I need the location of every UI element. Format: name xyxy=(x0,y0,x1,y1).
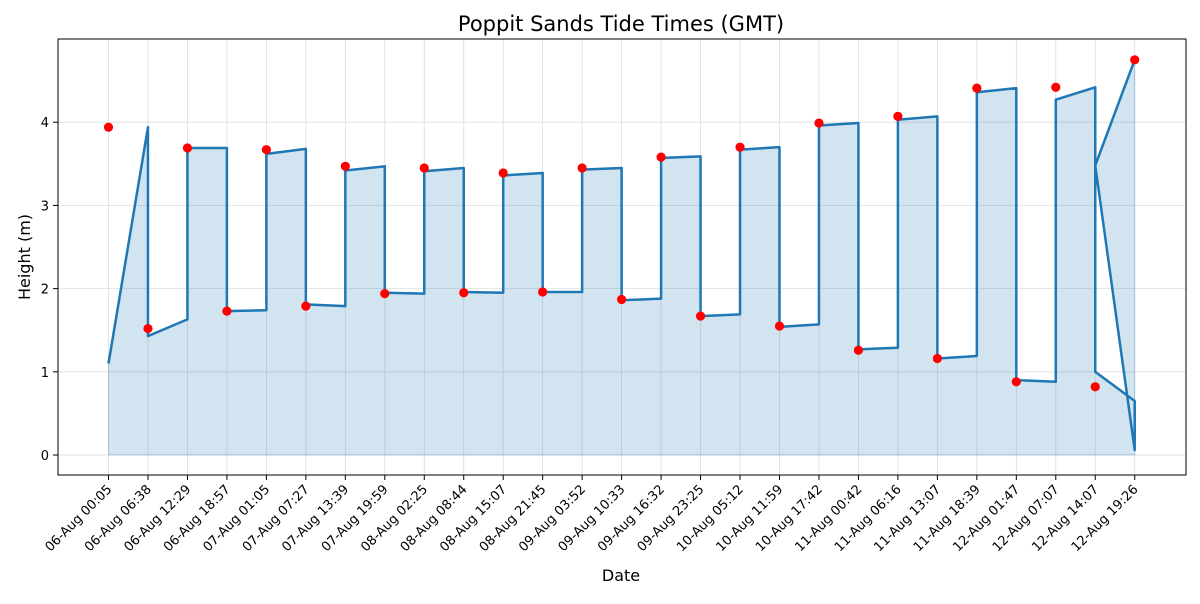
y-tick-label: 1 xyxy=(41,366,49,381)
x-axis-label: Date xyxy=(602,566,640,585)
y-axis-label: Height (m) xyxy=(15,214,34,300)
tide-point xyxy=(222,306,232,316)
tide-point xyxy=(182,143,193,153)
tide-line-path xyxy=(107,59,1136,452)
tide-point xyxy=(1051,82,1061,92)
tide-point xyxy=(617,294,627,305)
y-tick-label: 3 xyxy=(41,199,49,214)
y-tick-label: 2 xyxy=(41,283,49,298)
tide-line xyxy=(107,59,1136,452)
tide-point xyxy=(143,323,153,334)
tide-point xyxy=(656,152,666,162)
tide-point xyxy=(814,118,824,128)
tide-point xyxy=(261,145,271,155)
y-tick-label: 4 xyxy=(41,116,49,131)
tide-point xyxy=(1130,55,1140,65)
tide-point xyxy=(1011,377,1021,387)
tide-point xyxy=(380,289,390,299)
tide-point xyxy=(695,311,706,321)
tide-point xyxy=(419,163,429,173)
tide-point xyxy=(340,161,350,171)
tide-point xyxy=(853,345,864,355)
tide-point xyxy=(893,111,903,121)
tide-point xyxy=(774,321,785,331)
y-tick-label: 0 xyxy=(41,449,49,464)
tide-point xyxy=(735,142,745,152)
tide-point xyxy=(498,168,508,178)
tide-point xyxy=(1090,382,1100,392)
tide-point xyxy=(972,83,982,93)
tide-point xyxy=(538,287,548,297)
tide-point xyxy=(577,163,587,173)
chart-title: Poppit Sands Tide Times (GMT) xyxy=(458,12,784,36)
x-tick-label: 06-Aug 00:05 xyxy=(43,482,116,555)
tide-points xyxy=(103,55,1140,392)
tide-point xyxy=(103,122,114,132)
tide-point xyxy=(301,301,311,311)
tide-point xyxy=(932,353,942,364)
tide-point xyxy=(459,288,469,298)
